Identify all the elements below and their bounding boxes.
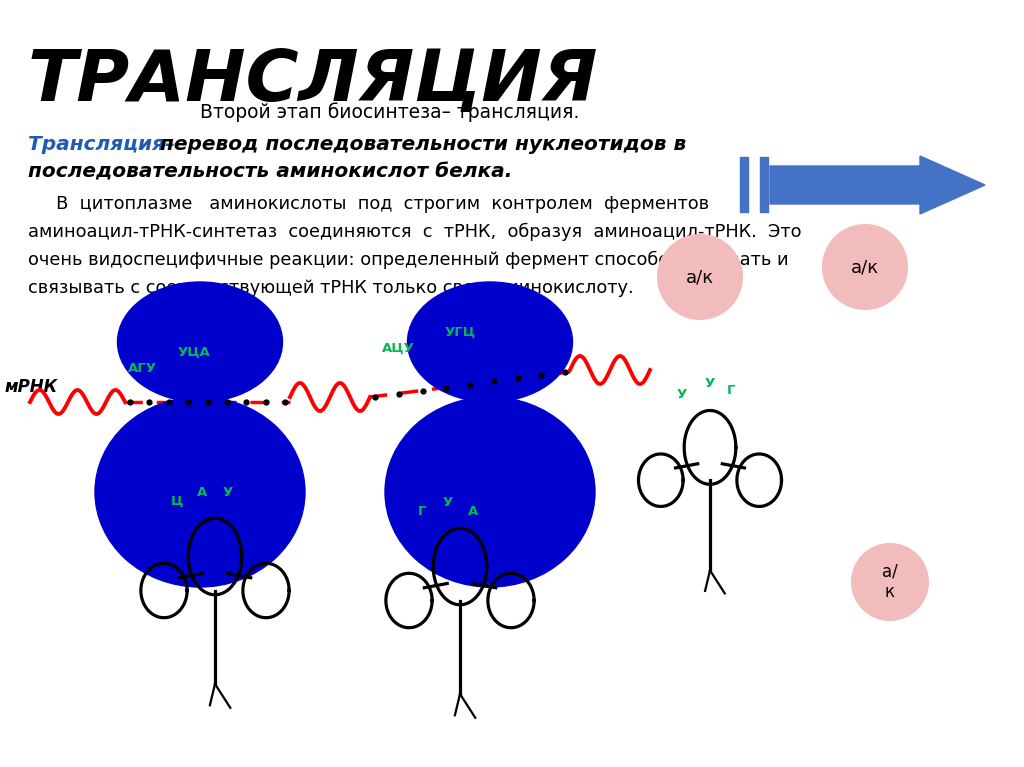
Text: УЦА: УЦА bbox=[178, 346, 211, 359]
Text: У: У bbox=[222, 486, 232, 499]
Text: АЦУ: АЦУ bbox=[382, 342, 415, 355]
Text: очень видоспецифичные реакции: определенный фермент способен узнавать и: очень видоспецифичные реакции: определен… bbox=[28, 251, 788, 269]
Circle shape bbox=[658, 235, 742, 319]
Text: Г: Г bbox=[418, 505, 426, 518]
Text: ТРАНСЛЯЦИЯ: ТРАНСЛЯЦИЯ bbox=[28, 47, 598, 116]
Text: последовательность аминокислот белка.: последовательность аминокислот белка. bbox=[28, 162, 512, 181]
Circle shape bbox=[823, 225, 907, 309]
Text: В  цитоплазме   аминокислоты  под  строгим  контролем  ферментов: В цитоплазме аминокислоты под строгим ко… bbox=[28, 195, 710, 213]
Text: мРНК: мРНК bbox=[5, 378, 58, 396]
Text: А: А bbox=[198, 486, 208, 499]
Text: а/к: а/к bbox=[851, 258, 879, 276]
Circle shape bbox=[852, 544, 928, 620]
Text: АГУ: АГУ bbox=[128, 362, 157, 375]
Ellipse shape bbox=[95, 397, 305, 587]
Text: а/к: а/к bbox=[686, 268, 714, 286]
Ellipse shape bbox=[408, 282, 572, 402]
Text: а/
к: а/ к bbox=[882, 563, 898, 601]
Text: связывать с соответствующей тРНК только свою аминокислоту.: связывать с соответствующей тРНК только … bbox=[28, 279, 634, 297]
Ellipse shape bbox=[118, 282, 283, 402]
Text: Ц: Ц bbox=[171, 495, 183, 508]
Text: У: У bbox=[442, 496, 453, 509]
Ellipse shape bbox=[385, 397, 595, 587]
Text: У: У bbox=[705, 377, 715, 390]
Text: Второй этап биосинтеза– трансляция.: Второй этап биосинтеза– трансляция. bbox=[200, 102, 580, 122]
Text: УГЦ: УГЦ bbox=[445, 326, 476, 339]
Text: Г: Г bbox=[726, 384, 735, 397]
Text: перевод последовательности нуклеотидов в: перевод последовательности нуклеотидов в bbox=[160, 135, 686, 154]
Text: У: У bbox=[676, 387, 686, 400]
Text: аминоацил-тРНК-синтетаз  соединяются  с  тРНК,  образуя  аминоацил-тРНК.  Это: аминоацил-тРНК-синтетаз соединяются с тР… bbox=[28, 223, 802, 242]
FancyArrow shape bbox=[770, 156, 985, 214]
Text: Трансляция–: Трансляция– bbox=[28, 135, 182, 154]
Text: А: А bbox=[468, 505, 478, 518]
